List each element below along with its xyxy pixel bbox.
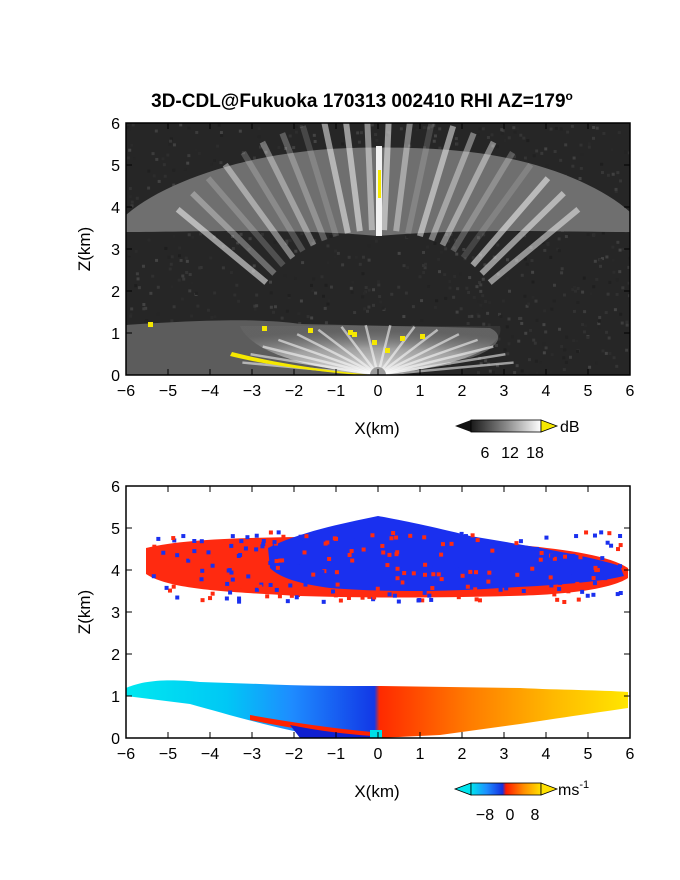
x-tick-label: −6: [117, 746, 135, 763]
colorbar-unit: dB: [560, 419, 580, 436]
y-tick-label: 6: [111, 116, 120, 133]
colorbar-tick-label: −8: [476, 807, 494, 824]
x-tick-label: 4: [542, 383, 551, 400]
x-tick-label: −5: [159, 746, 177, 763]
chart-title: 3D-CDL@Fukuoka 170313 002410 RHI AZ=179o: [151, 89, 573, 112]
y-tick-label: 0: [111, 368, 120, 385]
colorbar-tick-label: 0: [506, 807, 515, 824]
colorbar-tick-label: 8: [531, 807, 540, 824]
x-tick-label: −6: [117, 383, 135, 400]
vertical-beam-saturation: [378, 170, 381, 198]
saturation-spots: [148, 322, 425, 353]
colorbar-tick-label: 6: [481, 445, 490, 462]
x-tick-label: 3: [500, 383, 509, 400]
y-tick-label: 6: [111, 479, 120, 496]
x-tick-label: 2: [458, 383, 467, 400]
y-tick-label: 4: [111, 563, 120, 580]
y-tick-label: 3: [111, 605, 120, 622]
y-tick-label: 1: [111, 689, 120, 706]
x-tick-label: 5: [584, 383, 593, 400]
y-axis-label: Z(km): [75, 590, 94, 634]
x-tick-label: 6: [626, 746, 635, 763]
x-axis-label: X(km): [354, 419, 399, 438]
lower-cloud-velocity: [126, 680, 628, 738]
x-tick-label: −4: [201, 383, 219, 400]
lower-red-band: [250, 715, 372, 737]
x-tick-label: 2: [458, 746, 467, 763]
upper-cloud-approaching: [268, 516, 624, 591]
x-axis-label: X(km): [354, 782, 399, 801]
ground-cyan: [370, 730, 382, 738]
x-tick-label: −4: [201, 746, 219, 763]
y-tick-label: 2: [111, 284, 120, 301]
velocity-colorbar: −8 0 8 ms-1: [453, 779, 589, 824]
x-tick-label: 6: [626, 383, 635, 400]
x-tick-label: −3: [243, 383, 261, 400]
y-tick-label: 2: [111, 647, 120, 664]
x-tick-label: −1: [327, 746, 345, 763]
x-tick-label: 1: [416, 746, 425, 763]
y-tick-label: 1: [111, 326, 120, 343]
velocity-panel: −6 −5 −4 −3 −2 −1 0 1 2 3 4 5 6 0 1 2 3 4 5 6 X(km) Z(km) −…: [75, 479, 635, 824]
x-tick-label: 1: [416, 383, 425, 400]
y-tick-label: 5: [111, 158, 120, 175]
velocity-speckle: [150, 530, 623, 604]
x-tick-label: −5: [159, 383, 177, 400]
x-tick-label: 4: [542, 746, 551, 763]
y-tick-label: 5: [111, 521, 120, 538]
x-tick-label: 5: [584, 746, 593, 763]
y-axis-label: Z(km): [75, 227, 94, 271]
beam-streaks: [175, 123, 581, 285]
x-tick-label: −2: [285, 746, 303, 763]
colorbar-tick-label: 18: [526, 445, 544, 462]
x-tick-label: −3: [243, 746, 261, 763]
x-tick-label: 3: [500, 746, 509, 763]
colorbar-tick-label: 12: [501, 445, 519, 462]
x-tick-label: −2: [285, 383, 303, 400]
x-tick-label: −1: [327, 383, 345, 400]
lower-dark-blue-band: [290, 725, 372, 738]
x-tick-label: 0: [374, 746, 383, 763]
y-tick-label: 3: [111, 242, 120, 259]
reflectivity-colorbar: 6 12 18 dB: [455, 419, 580, 462]
x-tick-label: 0: [374, 383, 383, 400]
y-tick-label: 4: [111, 200, 120, 217]
colorbar-unit: ms-1: [558, 779, 589, 799]
y-tick-label: 0: [111, 731, 120, 748]
